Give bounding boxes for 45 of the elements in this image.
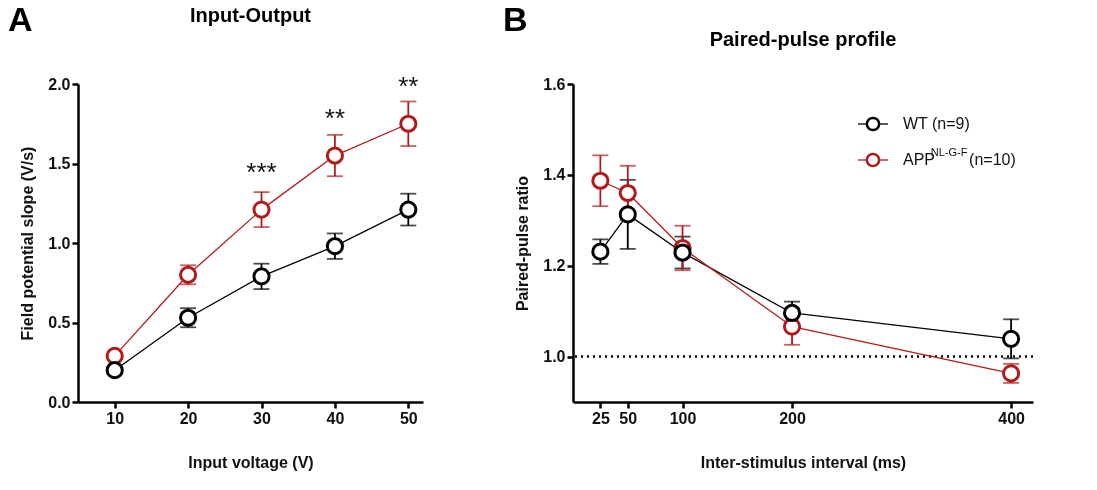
x-tick-label: 40	[326, 409, 345, 427]
x-axis-title: Inter-stimulus interval (ms)	[700, 453, 907, 471]
point	[399, 114, 418, 133]
point	[591, 171, 610, 190]
point	[252, 200, 271, 219]
x-tick-label: 400	[998, 409, 1026, 427]
x-tick-label: 10	[106, 409, 125, 427]
point	[105, 361, 124, 380]
point	[673, 243, 692, 262]
y-tick-label: 1.0	[543, 348, 566, 366]
chart-title: Paired-pulse profile	[709, 28, 897, 50]
y-tick-label: 1.6	[543, 75, 566, 93]
point	[105, 346, 124, 365]
y-tick-label: 1.5	[48, 155, 71, 172]
x-axis-title: Input voltage (V)	[188, 453, 314, 471]
y-tick-label: 0.5	[48, 314, 71, 331]
legend-label: WT (n=9)	[903, 115, 970, 132]
x-tick-label: 25	[591, 409, 610, 427]
y-tick-label: 1.0	[48, 234, 71, 252]
x-tick-label: 50	[399, 409, 418, 427]
annotation: ***	[246, 156, 277, 187]
annotation: **	[324, 102, 346, 133]
x-tick-label: 50	[619, 409, 638, 427]
x-tick-label: 100	[669, 409, 697, 427]
point	[399, 200, 418, 219]
point	[618, 183, 637, 203]
point	[252, 267, 271, 286]
point	[591, 242, 610, 261]
point	[325, 237, 344, 256]
y-axis-title: Paired-pulse ratio	[514, 175, 532, 312]
y-axis-title: Field potential slope (V/s)	[19, 146, 37, 341]
text: B	[503, 0, 528, 38]
x-tick-label: 200	[779, 409, 806, 427]
x-tick-label: 20	[179, 409, 198, 427]
y-tick-label: 0.0	[48, 393, 71, 411]
y-tick-label: 1.4	[543, 166, 566, 184]
y-tick-label: 2.0	[48, 75, 71, 93]
y-tick-label: 1.2	[543, 257, 566, 275]
point	[618, 205, 637, 224]
text: A	[8, 0, 33, 38]
point	[1002, 329, 1021, 348]
point	[325, 146, 344, 165]
annotation: **	[398, 70, 419, 101]
chart-title: Input-Output	[189, 4, 312, 26]
x-tick-label: 30	[253, 409, 272, 427]
